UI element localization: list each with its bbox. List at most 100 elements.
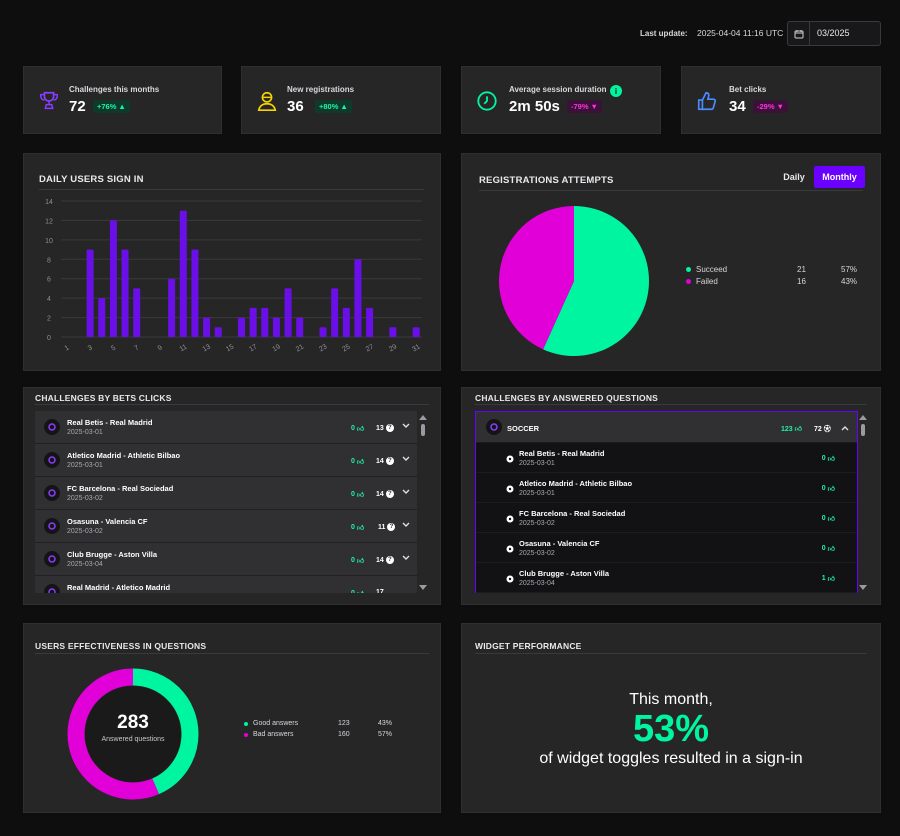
daily-signin-card: DAILY USERS SIGN IN 0 2 4 6 8 10 12 14 1 3 5 7 9 11 13… [23, 153, 441, 371]
kpi-value: 72 [69, 98, 86, 115]
bets-clicks-list[interactable]: Real Betis - Real Madrid 2025-03-01 0 👍︎ … [35, 411, 417, 593]
kpi-delta-badge: +76% ▲ [93, 100, 130, 113]
legend-count: 160 [338, 731, 350, 738]
kpi-card-challenges: Challenges this months 72 +76% ▲ [23, 66, 222, 134]
x-tick-label: 29 [388, 343, 398, 353]
list-item[interactable]: Club Brugge - Aston Villa 2025-03-04 1 👍︎ [476, 563, 857, 593]
month-picker[interactable]: 03/2025 [787, 21, 881, 46]
bar [238, 317, 245, 337]
chevron-down-icon[interactable] [401, 487, 411, 497]
legend-item: Failed [686, 277, 718, 286]
chevron-down-icon[interactable] [401, 421, 411, 431]
bar [272, 317, 280, 337]
effectiveness-donut-chart [67, 668, 199, 800]
bar [203, 317, 211, 337]
scroll-up-icon [859, 415, 867, 420]
clicks-count: 0👍︎ [351, 557, 365, 565]
x-tick-label: 27 [365, 343, 375, 353]
bar [412, 327, 420, 337]
list-item[interactable]: Club Brugge - Aston Villa 2025-03-04 0 👍︎… [35, 543, 417, 576]
kpi-title: Challenges this months [69, 85, 160, 94]
list-item[interactable]: Atletico Madrid - Athletic Bilbao 2025-0… [476, 473, 857, 503]
list-item[interactable]: Real Madrid - Atletico Madrid 0👍︎ 17 [35, 576, 417, 593]
x-tick-label: 1 [64, 344, 71, 352]
section-title: DAILY USERS SIGN IN [39, 174, 144, 185]
thumbs-up-icon: 👍︎ [356, 459, 365, 466]
questions-count: 14? [376, 490, 394, 498]
clock-icon [477, 91, 497, 111]
bar [168, 278, 176, 337]
tab-daily[interactable]: Daily [783, 172, 805, 182]
y-tick-label: 4 [47, 296, 51, 303]
registrations-card: REGISTRATIONS ATTEMPTS Daily Monthly Suc… [461, 153, 881, 371]
questions-count: 11? [378, 523, 396, 531]
thumbs-up-icon: 👍︎ [827, 546, 835, 553]
kpi-card-session: Average session duration i 2m 50s -79% ▼ [461, 66, 661, 134]
list-item[interactable]: FC Barcelona - Real Sociedad 2025-03-02 … [35, 477, 417, 510]
arrow-up-icon: ▲ [118, 102, 126, 111]
widget-line1: This month, [629, 691, 713, 708]
bar [331, 288, 339, 337]
scroll-up-icon [419, 415, 427, 420]
chevron-down-icon[interactable] [401, 454, 411, 464]
bar [179, 210, 187, 337]
legend-count: 123 [338, 720, 350, 727]
bar [249, 307, 257, 337]
x-tick-label: 31 [411, 343, 421, 353]
x-tick-label: 3 [87, 344, 94, 352]
thumbs-up-icon: 👍︎ [356, 558, 365, 565]
team-logo-icon [44, 419, 60, 435]
clicks-count: 0👍︎ [351, 425, 365, 433]
bar [109, 220, 117, 337]
list-item[interactable]: Osasuna - Valencia CF 2025-03-02 0 👍︎ [476, 533, 857, 563]
list-item[interactable]: Real Betis - Real Madrid 2025-03-01 0 👍︎ [476, 443, 857, 473]
list-item[interactable]: Real Betis - Real Madrid 2025-03-01 0 👍︎ … [35, 411, 417, 444]
chevron-down-icon[interactable] [401, 520, 411, 530]
bar [121, 249, 129, 337]
list-item[interactable]: Osasuna - Valencia CF 2025-03-02 0 👍︎ 11? [35, 510, 417, 543]
section-title: WIDGET PERFORMANCE [475, 641, 582, 651]
chevron-down-icon[interactable] [401, 553, 411, 563]
scroll-down-icon [859, 585, 867, 590]
chevron-up-icon[interactable] [840, 423, 850, 433]
group-header-soccer[interactable]: SOCCER 123 👍︎ 72 ⚽︎ [476, 412, 857, 443]
legend-pct: 43% [378, 720, 393, 727]
x-tick-label: 23 [318, 343, 328, 353]
scrollbar[interactable] [419, 415, 427, 590]
bar [284, 288, 292, 337]
bar [98, 298, 106, 337]
thumbs-up-icon: 👍︎ [356, 426, 365, 433]
soccer-logo-icon [486, 419, 502, 435]
scrollbar[interactable] [859, 415, 867, 590]
x-tick-label: 9 [157, 344, 164, 352]
effectiveness-card: USERS EFFECTIVENESS IN QUESTIONS 283 Ans… [23, 623, 441, 813]
kpi-value: 36 [287, 98, 304, 115]
answered-list[interactable]: SOCCER 123 👍︎ 72 ⚽︎ Real Betis - Real Ma… [475, 411, 858, 593]
info-icon[interactable]: i [610, 85, 622, 97]
y-tick-label: 8 [47, 257, 51, 264]
list-item[interactable]: FC Barcelona - Real Sociedad 2025-03-02 … [476, 503, 857, 533]
clicks-count: 0👍︎ [351, 524, 365, 532]
thumbs-up-icon: 👍︎ [827, 456, 835, 463]
month-value[interactable]: 03/2025 [817, 28, 850, 38]
tab-monthly[interactable]: Monthly [814, 166, 865, 188]
x-tick-label: 5 [110, 344, 117, 352]
team-logo-icon [44, 584, 60, 593]
x-tick-label: 25 [341, 343, 351, 353]
y-tick-label: 10 [45, 238, 53, 245]
bar [86, 249, 94, 337]
questions-count: 17 [376, 589, 384, 593]
questions-count: 13? [376, 424, 394, 432]
last-update-label: Last update: [640, 29, 688, 38]
scroll-down-icon [419, 585, 427, 590]
total-answered-label: Answered questions [101, 736, 165, 743]
soccer-ball-icon [506, 575, 514, 583]
list-item[interactable]: Atletico Madrid - Athletic Bilbao 2025-0… [35, 444, 417, 477]
kpi-title: New registrations [287, 85, 355, 94]
x-tick-label: 21 [295, 343, 305, 353]
bar [366, 307, 374, 337]
legend-pct: 57% [378, 731, 393, 738]
team-logo-icon [44, 551, 60, 567]
total-answered-value: 283 [117, 712, 149, 733]
calendar-icon[interactable] [788, 22, 810, 45]
